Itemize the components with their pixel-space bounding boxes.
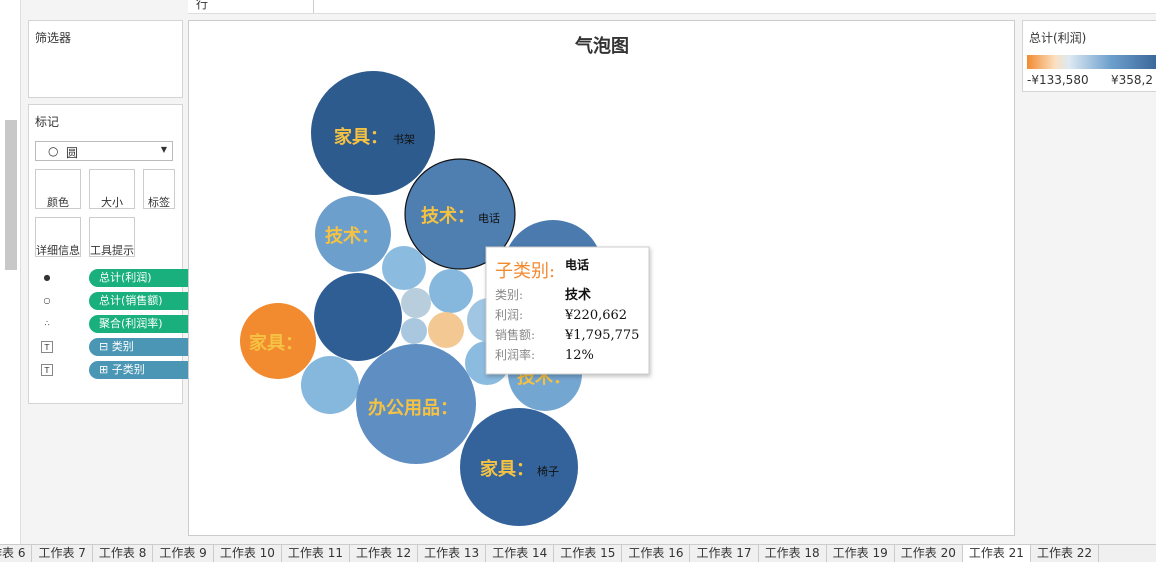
pill[interactable]: 聚合(利润率) [89, 315, 199, 333]
pill[interactable]: ⊟ 类别 [89, 338, 199, 356]
bubble-label: 家具： [480, 458, 534, 480]
sheet-tab[interactable]: 工作表 20 [895, 545, 963, 562]
pill[interactable]: 总计(销售额) [89, 292, 199, 310]
scrollbar [5, 120, 17, 270]
size-button[interactable]: 大小 [89, 169, 135, 209]
sheet-tab[interactable]: 工作表 16 [622, 545, 691, 562]
sheet-tab[interactable]: 工作表 9 [153, 545, 214, 562]
pill[interactable]: ⊞ 子类别 [89, 361, 199, 379]
rows-label: 行 [196, 0, 209, 11]
tooltip-key: 类别: [495, 288, 523, 302]
tooltip-value: ¥220,662 [564, 308, 627, 323]
label-button[interactable]: 标签 [143, 169, 175, 209]
bubble-label: 技术： [325, 225, 379, 247]
tooltip-title-value: 电话 [565, 257, 589, 272]
tooltip-title: 子类别: [495, 261, 555, 282]
tooltip-value: ¥1,795,775 [564, 328, 639, 343]
sheet-tab[interactable]: 工作表 7 [32, 545, 93, 562]
sheet-tab[interactable]: 工作表 6 [0, 545, 33, 562]
mark-type-dropdown[interactable]: ○ 圆 ▼ [35, 141, 173, 161]
bubble-sublabel: 书架 [393, 133, 415, 146]
sheet-tab[interactable]: 工作表 18 [759, 545, 827, 562]
mark-type: 圆 [66, 146, 79, 160]
sheet-tab[interactable]: 工作表 8 [93, 545, 154, 562]
bubble-sublabel: 电话 [478, 212, 500, 225]
tooltip-key: 利润率: [495, 347, 535, 362]
marks-card: 标记 ○ 圆 ▼ 颜色 大小 标签 详细信息 工具提示 ● 总计(利润) ○ 总… [28, 104, 199, 404]
view: 气泡图 家具： 书架 技术： 技术： 电话 家具： 办公用品： 技术： 家具： … [188, 20, 1015, 536]
legend-title: 总计(利润) [1029, 31, 1087, 45]
left-strip [0, 0, 21, 544]
sheet-tab[interactable]: 工作表 17 [690, 545, 759, 562]
bubble-label: 技术： [421, 205, 475, 227]
bubble-label: 家具： [334, 126, 388, 148]
bubble-label: 办公用品： [368, 397, 458, 419]
tooltip-key: 销售额: [495, 327, 535, 342]
sheet-tab[interactable]: 工作表 22 [1031, 545, 1100, 562]
tooltip-key: 利润: [495, 308, 523, 322]
sheet-tab[interactable]: 工作表 15 [554, 545, 623, 562]
tooltip-button[interactable]: 工具提示 [89, 217, 135, 257]
tooltip-value: 12% [565, 348, 594, 363]
bubbles: 家具： 书架 技术： 技术： 电话 家具： 办公用品： 技术： 家具： 椅子 子… [240, 71, 650, 526]
legend-card: 总计(利润) -¥133,580 ¥358,2 [1022, 20, 1156, 92]
color-button[interactable]: 颜色 [35, 169, 81, 209]
rows-shelf: 行 [188, 0, 1156, 14]
pill[interactable]: 总计(利润) [89, 269, 199, 287]
sheet-tab[interactable]: 工作表 11 [282, 545, 350, 562]
filters-card: 筛选器 [28, 20, 183, 98]
sheet-tab[interactable]: 工作表 12 [350, 545, 419, 562]
sheet-tab[interactable]: 工作表 10 [214, 545, 282, 562]
bubble-sublabel: 椅子 [537, 464, 559, 478]
bubble-label: 家具： [249, 332, 303, 354]
filters-title: 筛选器 [35, 31, 72, 45]
legend-gradient [1027, 55, 1156, 69]
sheet-tab[interactable]: 工作表 13 [418, 545, 487, 562]
view-title: 气泡图 [574, 35, 629, 57]
detail-button[interactable]: 详细信息 [35, 217, 81, 257]
sheet-tab[interactable]: 工作表 21 [962, 545, 1031, 562]
sheet-tab[interactable]: 工作表 19 [827, 545, 895, 562]
legend-max: ¥358,2 [1111, 73, 1153, 87]
marks-title: 标记 [35, 115, 60, 129]
sheet-tab[interactable]: 工作表 14 [486, 545, 555, 562]
tooltip-value: 技术 [565, 287, 591, 303]
legend-min: -¥133,580 [1027, 73, 1089, 87]
